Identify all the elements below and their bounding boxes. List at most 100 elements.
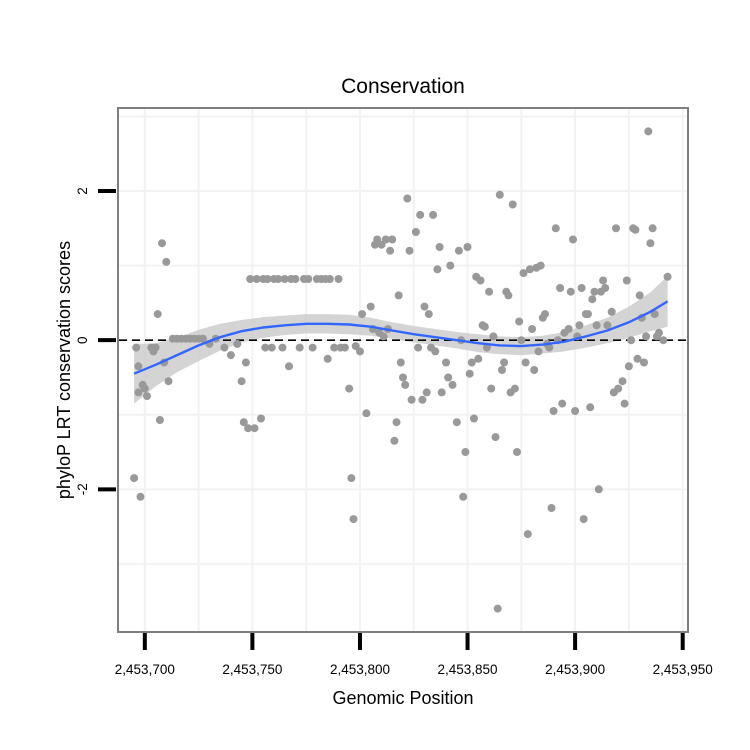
data-point xyxy=(485,287,494,296)
data-point xyxy=(414,343,423,352)
data-point xyxy=(392,418,401,427)
data-point xyxy=(586,403,595,412)
data-point xyxy=(164,377,173,386)
data-point xyxy=(498,366,506,374)
data-point xyxy=(239,418,248,427)
data-point xyxy=(241,358,250,367)
data-point xyxy=(237,377,246,386)
data-point xyxy=(577,284,586,292)
data-point xyxy=(558,399,567,408)
data-point xyxy=(420,302,429,311)
x-tick-label: 2,453,900 xyxy=(545,662,605,677)
data-point xyxy=(429,210,438,219)
data-point xyxy=(515,317,524,326)
data-point xyxy=(635,291,644,300)
data-point xyxy=(366,302,375,311)
data-point xyxy=(132,343,141,352)
data-point xyxy=(388,235,397,244)
data-point xyxy=(489,332,498,341)
data-point xyxy=(564,325,573,333)
confidence-ribbon xyxy=(134,276,668,404)
data-point xyxy=(504,291,513,300)
data-point xyxy=(655,328,663,337)
chart-title: Conservation xyxy=(341,75,465,98)
data-point xyxy=(584,310,592,319)
data-point xyxy=(130,474,139,483)
data-point xyxy=(620,399,629,408)
data-point xyxy=(491,433,500,442)
data-point xyxy=(622,276,631,285)
data-point xyxy=(134,388,143,397)
data-point xyxy=(590,287,599,296)
data-point xyxy=(601,284,610,292)
data-point xyxy=(476,276,485,285)
data-point xyxy=(650,310,659,319)
data-point xyxy=(379,332,388,341)
data-point xyxy=(528,325,537,333)
data-point xyxy=(642,332,651,341)
data-point xyxy=(411,228,420,236)
data-point xyxy=(334,275,343,283)
data-point xyxy=(594,485,603,494)
data-point xyxy=(386,246,395,255)
data-point xyxy=(612,224,620,233)
data-point xyxy=(143,392,151,401)
data-point xyxy=(304,275,313,283)
data-point xyxy=(401,380,410,389)
smooth-trend-line xyxy=(133,300,669,375)
data-point xyxy=(405,246,414,255)
data-points xyxy=(130,127,672,613)
data-point xyxy=(257,414,265,423)
data-point xyxy=(153,310,162,319)
data-point xyxy=(640,358,648,367)
data-point xyxy=(470,414,478,423)
data-point xyxy=(493,604,502,613)
data-point xyxy=(487,384,496,393)
data-point xyxy=(495,190,504,199)
data-point xyxy=(226,351,235,360)
data-point xyxy=(390,436,399,445)
data-point xyxy=(362,409,371,418)
data-point xyxy=(347,474,356,483)
data-point xyxy=(545,343,554,352)
y-tick-label: -2 xyxy=(75,483,90,495)
x-tick-label: 2,453,950 xyxy=(653,662,713,677)
data-point xyxy=(500,358,509,367)
data-point xyxy=(465,369,474,378)
x-axis-label: Genomic Position xyxy=(332,688,473,708)
data-point xyxy=(424,310,433,319)
data-point xyxy=(437,388,446,397)
data-point xyxy=(330,343,339,352)
data-point xyxy=(340,343,349,352)
x-tick-label: 2,453,800 xyxy=(330,662,390,677)
y-axis-label: phyloP LRT conservation scores xyxy=(54,241,74,499)
data-point xyxy=(530,366,539,374)
data-point xyxy=(418,395,427,404)
data-point xyxy=(274,275,283,283)
data-point xyxy=(588,295,597,304)
data-point xyxy=(547,504,556,512)
y-axis: -2 0 2 xyxy=(75,187,116,495)
data-point xyxy=(220,343,229,352)
data-point xyxy=(308,343,317,352)
data-point xyxy=(551,224,560,233)
data-point xyxy=(349,515,358,524)
data-point xyxy=(446,261,455,270)
data-point xyxy=(394,291,403,300)
data-point xyxy=(452,418,461,427)
data-point xyxy=(644,127,653,136)
data-point xyxy=(151,343,160,352)
data-point xyxy=(295,343,304,352)
data-point xyxy=(536,261,545,270)
data-point xyxy=(521,358,530,367)
data-point xyxy=(416,210,425,219)
data-point xyxy=(345,384,354,393)
data-point xyxy=(566,287,575,296)
data-point xyxy=(463,243,472,251)
data-point xyxy=(659,336,668,345)
data-point xyxy=(541,310,549,319)
data-point xyxy=(467,358,476,367)
plot-panel xyxy=(117,107,689,633)
data-point xyxy=(599,276,608,285)
